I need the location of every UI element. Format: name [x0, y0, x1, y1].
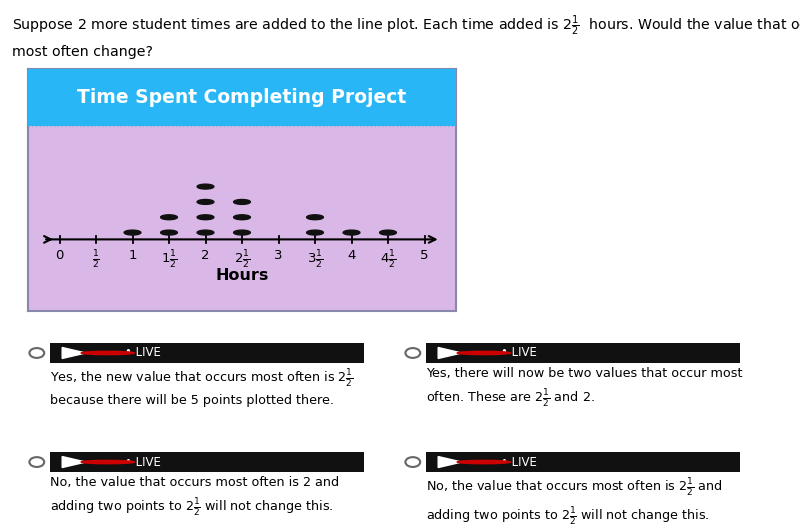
Circle shape	[234, 200, 250, 204]
Text: 0: 0	[55, 249, 64, 262]
FancyBboxPatch shape	[419, 453, 746, 471]
Circle shape	[197, 184, 214, 189]
FancyBboxPatch shape	[43, 453, 370, 471]
Circle shape	[161, 230, 178, 235]
Text: 5: 5	[420, 249, 429, 262]
Text: Hours: Hours	[215, 268, 269, 283]
Circle shape	[380, 230, 396, 235]
Circle shape	[197, 230, 214, 235]
Circle shape	[234, 230, 250, 235]
Polygon shape	[62, 347, 86, 359]
Text: 2: 2	[202, 249, 210, 262]
Circle shape	[81, 460, 134, 464]
Circle shape	[234, 215, 250, 220]
Circle shape	[197, 200, 214, 204]
Text: $\frac{1}{2}$: $\frac{1}{2}$	[92, 249, 100, 271]
Circle shape	[124, 230, 141, 235]
Circle shape	[457, 351, 510, 355]
Text: No, the value that occurs most often is 2 and
adding two points to $2\frac{1}{2}: No, the value that occurs most often is …	[50, 476, 338, 518]
Text: $2\frac{1}{2}$: $2\frac{1}{2}$	[234, 249, 250, 271]
Circle shape	[343, 230, 360, 235]
Text: • LIVE: • LIVE	[125, 346, 161, 360]
Polygon shape	[438, 456, 462, 468]
Text: 4: 4	[347, 249, 356, 262]
Text: • LIVE: • LIVE	[501, 455, 537, 469]
FancyBboxPatch shape	[43, 344, 370, 362]
Text: • LIVE: • LIVE	[501, 346, 537, 360]
Text: Yes, there will now be two values that occur most
often. These are $2\frac{1}{2}: Yes, there will now be two values that o…	[426, 367, 742, 409]
Text: $1\frac{1}{2}$: $1\frac{1}{2}$	[161, 249, 177, 271]
Circle shape	[81, 351, 134, 355]
Text: • LIVE: • LIVE	[125, 455, 161, 469]
Polygon shape	[62, 456, 86, 468]
Circle shape	[161, 215, 178, 220]
Circle shape	[306, 215, 323, 220]
Text: $4\frac{1}{2}$: $4\frac{1}{2}$	[380, 249, 396, 271]
Text: most often change?: most often change?	[12, 45, 153, 59]
Circle shape	[197, 215, 214, 220]
Text: Yes, the new value that occurs most often is $2\frac{1}{2}$
because there will b: Yes, the new value that occurs most ofte…	[50, 367, 354, 407]
Text: 3: 3	[274, 249, 282, 262]
Text: No, the value that occurs most often is $2\frac{1}{2}$ and
adding two points to : No, the value that occurs most often is …	[426, 476, 722, 527]
Text: Time Spent Completing Project: Time Spent Completing Project	[78, 88, 406, 107]
Circle shape	[457, 460, 510, 464]
Text: Suppose 2 more student times are added to the line plot. Each time added is $2\f: Suppose 2 more student times are added t…	[12, 13, 800, 38]
Circle shape	[306, 230, 323, 235]
Text: 1: 1	[128, 249, 137, 262]
Polygon shape	[438, 347, 462, 359]
FancyBboxPatch shape	[419, 344, 746, 362]
Text: $3\frac{1}{2}$: $3\frac{1}{2}$	[307, 249, 323, 271]
